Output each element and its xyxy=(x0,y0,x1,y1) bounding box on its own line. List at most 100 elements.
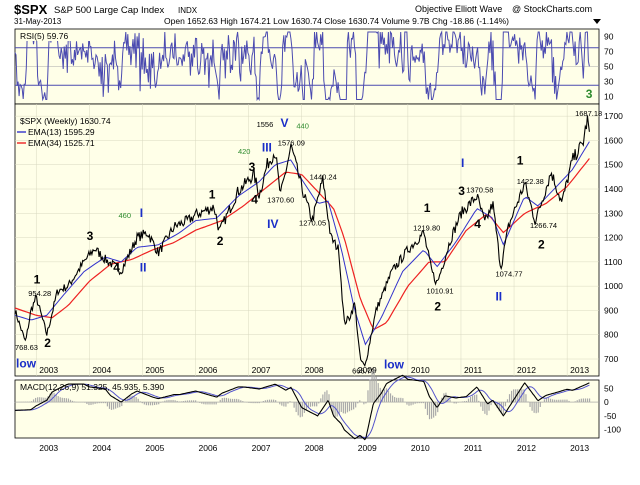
macd-histogram-bar xyxy=(65,398,67,403)
macd-histogram-bar xyxy=(338,402,340,415)
macd-histogram-bar xyxy=(186,400,189,403)
x-axis-label: 2011 xyxy=(464,443,483,453)
macd-histogram-bar xyxy=(248,402,250,403)
macd-histogram-bar xyxy=(178,401,180,403)
macd-histogram-bar xyxy=(369,379,371,403)
macd-histogram-bar xyxy=(137,398,139,403)
macd-histogram-bar xyxy=(238,399,240,403)
macd-histogram-bar xyxy=(324,391,326,403)
x-axis-labels-bottom: 2003 2004 2005 2006 2007 2008 2009 2010 2011 2012… xyxy=(39,443,589,453)
price-gridlines xyxy=(15,104,599,376)
macd-histogram-bar xyxy=(45,397,47,403)
dropdown-icon[interactable] xyxy=(593,19,601,24)
x-axis-label: 2010 xyxy=(411,443,430,453)
wave-label: 666.79 xyxy=(352,367,375,376)
macd-histogram-bar xyxy=(151,402,154,406)
wave-label: 954.28 xyxy=(28,289,51,298)
wave-label: 1266.74 xyxy=(530,221,557,230)
macd-histogram-bar xyxy=(326,390,328,403)
macd-histogram-bar xyxy=(84,402,86,403)
macd-histogram-bar xyxy=(486,402,488,416)
macd-histogram-bar xyxy=(131,395,133,403)
macd-histogram-bar xyxy=(547,397,550,403)
macd-histogram-bar xyxy=(30,401,33,403)
rsi-panel: RSI(5) 59.76 10 30 50 70 90 xyxy=(14,28,614,105)
price-ticks: 700 800 900 1000 1100 1200 1300 1400 1500 1600 170… xyxy=(604,111,623,364)
macd-histogram-bar xyxy=(215,402,217,405)
macd-histogram-bar xyxy=(430,402,433,419)
macd-histogram-bar xyxy=(242,401,244,403)
macd-histogram-bar xyxy=(272,399,275,403)
macd-histogram-bar xyxy=(236,398,238,403)
macd-histogram-bar xyxy=(254,402,256,404)
macd-histogram-bar xyxy=(73,401,76,403)
macd-histogram-bar xyxy=(110,402,113,410)
macd-histogram-bar xyxy=(108,402,111,409)
wave-label: V xyxy=(280,116,288,130)
macd-histogram-bar xyxy=(135,397,137,403)
macd-histogram-bar xyxy=(264,400,266,403)
macd-histogram-bar xyxy=(188,400,191,403)
macd-histogram-bar xyxy=(133,396,135,403)
macd-histogram-bar xyxy=(172,399,174,403)
macd-histogram-bar xyxy=(320,398,322,403)
macd-histogram-bar xyxy=(568,400,570,403)
macd-histogram-bar xyxy=(119,402,121,408)
wave-label: 3 xyxy=(458,184,465,198)
price-tick-label: 900 xyxy=(604,305,618,315)
macd-histogram-bar xyxy=(184,400,186,403)
ema13-legend-label: EMA(13) 1595.29 xyxy=(28,127,95,137)
macd-histogram-bar xyxy=(560,399,562,403)
wave-label: 3 xyxy=(586,87,593,101)
macd-histogram-bar xyxy=(363,402,365,405)
macd-histogram-bar xyxy=(307,402,310,409)
macd-histogram-bar xyxy=(533,402,535,413)
chart-copyright: @ StockCharts.com xyxy=(512,4,592,14)
macd-histogram-bar xyxy=(37,397,39,403)
wave-label: 1 xyxy=(517,154,524,168)
macd-histogram-bar xyxy=(141,402,143,404)
x-axis-label-mid: 2006 xyxy=(199,365,218,375)
macd-histogram-bar xyxy=(492,401,494,403)
chart-exchange: INDX xyxy=(178,6,198,15)
macd-histogram-bar xyxy=(355,402,357,408)
x-axis-label-mid: 2009 xyxy=(358,365,377,375)
macd-histogram-bar xyxy=(270,399,273,403)
wave-label: 2 xyxy=(217,234,224,248)
macd-ticks: -100 -50 0 50 xyxy=(604,383,621,434)
macd-histogram-bar xyxy=(531,402,533,411)
macd-histogram-bar xyxy=(293,402,295,408)
macd-histogram-bar xyxy=(396,397,398,403)
x-axis-label: 2007 xyxy=(252,443,271,453)
macd-histogram-bar xyxy=(256,402,258,404)
macd-line xyxy=(14,374,590,441)
macd-histogram-bar xyxy=(508,394,511,403)
macd-histogram-bar xyxy=(545,397,548,403)
macd-histogram-bar xyxy=(195,400,197,403)
macd-histogram-bar xyxy=(340,402,342,412)
macd-histogram-bar xyxy=(125,399,127,403)
macd-histogram-bar xyxy=(539,402,541,407)
macd-histogram-bar xyxy=(482,402,484,411)
macd-histogram-bar xyxy=(229,398,232,403)
macd-histogram-bar xyxy=(387,390,390,403)
macd-histogram-bar xyxy=(474,394,476,403)
wave-label: 1074.77 xyxy=(495,269,522,278)
ema13-line xyxy=(14,141,590,346)
macd-histogram-bar xyxy=(412,402,414,405)
rsi-label: RSI(5) 59.76 xyxy=(20,31,68,41)
wave-label: III xyxy=(262,140,272,154)
macd-histogram-bar xyxy=(318,402,320,404)
macd-histogram-bar xyxy=(428,402,431,420)
macd-histogram-bar xyxy=(166,400,168,403)
wave-label: 2 xyxy=(44,336,51,350)
macd-histogram-bar xyxy=(496,402,498,408)
x-axis-labels-middle: 2003 2004 2005 2006 2007 2008 2009 2010 2011 2012… xyxy=(39,365,589,375)
macd-histogram-bar xyxy=(523,389,525,403)
macd-histogram-bar xyxy=(385,388,388,403)
wave-label: 1576.09 xyxy=(278,138,305,147)
macd-histogram-bar xyxy=(402,398,404,403)
wave-label: 3 xyxy=(87,229,94,243)
price-tick-label: 1200 xyxy=(604,233,623,243)
macd-histogram-bar xyxy=(580,398,582,403)
